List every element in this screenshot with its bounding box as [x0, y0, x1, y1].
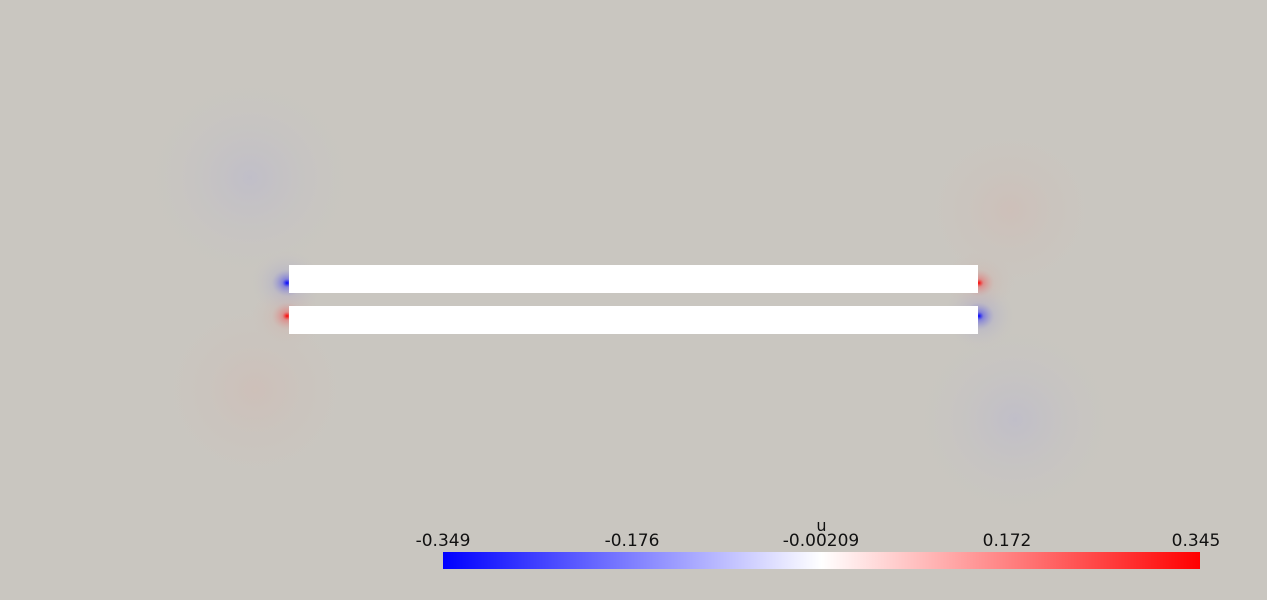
scalar-bar-tick-label: 0.345: [1171, 531, 1221, 551]
scalar-bar-tick-label: -0.349: [415, 531, 471, 551]
field-lobe-upper-left: [135, 68, 365, 288]
upper-plate: [289, 265, 978, 293]
scalar-bar-tick-label: -0.00209: [782, 531, 860, 551]
field-lobe-lower-right: [905, 315, 1125, 525]
scalar-bar: u -0.349 -0.176 -0.00209 0.172 0.345: [416, 516, 1220, 570]
scalar-bar-title: u: [816, 516, 827, 535]
scalar-bar-color-strip: [443, 552, 1200, 569]
lower-plate: [289, 306, 978, 334]
scalar-bar-tick-label: 0.172: [982, 531, 1032, 551]
scalar-bar-tick-label: -0.176: [604, 531, 660, 551]
